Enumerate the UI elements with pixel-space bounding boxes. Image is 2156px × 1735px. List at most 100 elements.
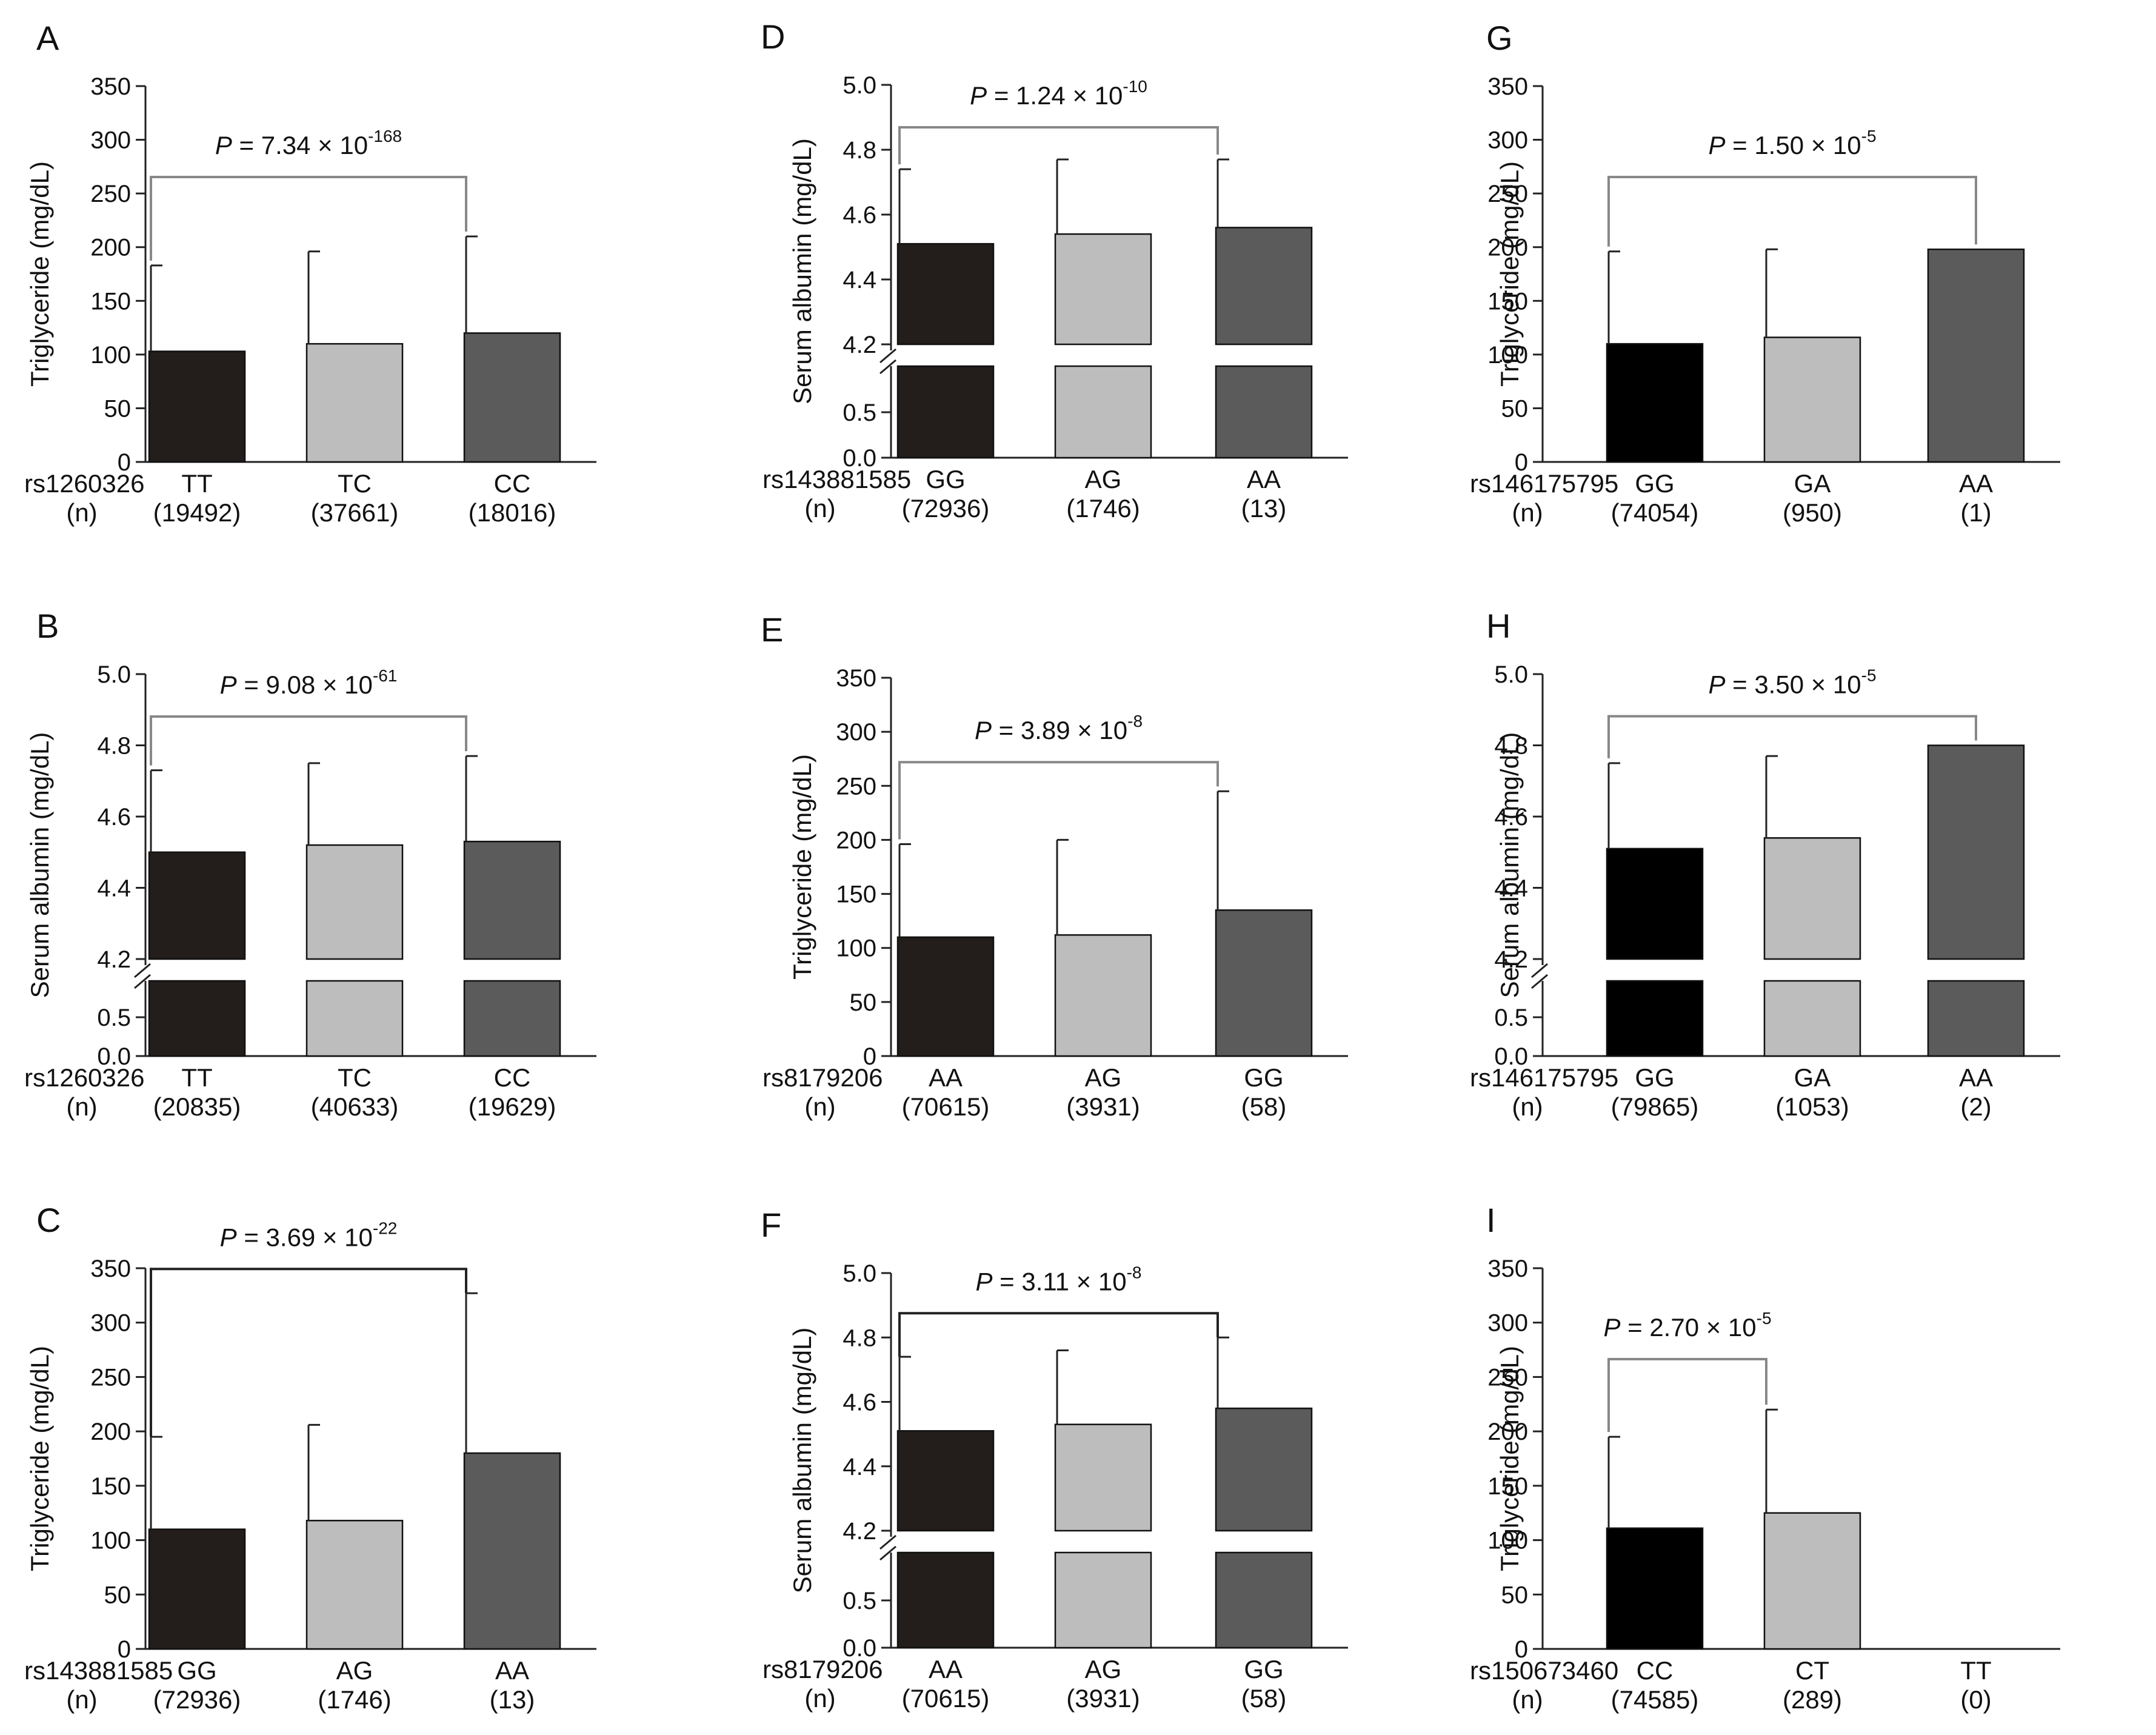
y-tick-label: 0.0 bbox=[843, 445, 876, 472]
sample-size-label: (37661) bbox=[311, 498, 399, 527]
bar-lower bbox=[305, 980, 404, 1057]
n-label: (n) bbox=[66, 1685, 97, 1714]
panel-letter: F bbox=[761, 1206, 781, 1244]
category-label: CC bbox=[494, 1063, 531, 1092]
axis-break-mark bbox=[134, 974, 151, 989]
y-tick-label: 350 bbox=[1487, 1255, 1528, 1282]
y-tick-label: 50 bbox=[1501, 395, 1529, 422]
y-tick-label: 5.0 bbox=[1494, 661, 1528, 688]
snp-label: rs146175795 bbox=[1470, 469, 1618, 498]
sample-size-label: (3931) bbox=[1066, 1684, 1140, 1713]
category-label: AG bbox=[1085, 465, 1122, 493]
panel-letter: B bbox=[36, 607, 59, 645]
y-tick-label: 50 bbox=[104, 1582, 132, 1608]
bar-upper bbox=[896, 242, 995, 346]
y-tick-label: 0 bbox=[1515, 449, 1528, 476]
axis-break-mark bbox=[879, 1534, 896, 1550]
category-label: GG bbox=[1635, 469, 1674, 498]
y-tick-label: 300 bbox=[1487, 1310, 1528, 1337]
n-label: (n) bbox=[804, 1092, 835, 1121]
y-axis-label: Triglyceride (mg/dL) bbox=[1495, 161, 1524, 387]
y-tick-label: 300 bbox=[1487, 127, 1528, 154]
y-tick-label: 300 bbox=[90, 1310, 131, 1337]
sample-size-label: (70615) bbox=[902, 1092, 990, 1121]
panel-letter: H bbox=[1486, 607, 1510, 645]
y-tick-label: 4.6 bbox=[1494, 804, 1528, 831]
snp-label: rs143881585 bbox=[24, 1656, 173, 1685]
axis-break-mark bbox=[1531, 963, 1548, 978]
bar-lower bbox=[148, 980, 246, 1057]
category-label: TT bbox=[1960, 1656, 1991, 1685]
n-label: (n) bbox=[1512, 498, 1543, 527]
bar-upper bbox=[148, 851, 246, 960]
sample-size-label: (13) bbox=[1241, 494, 1287, 523]
y-tick-label: 4.2 bbox=[843, 332, 876, 358]
y-tick-label: 350 bbox=[90, 73, 131, 100]
n-label: (n) bbox=[804, 494, 835, 523]
y-tick-label: 0 bbox=[118, 1636, 131, 1663]
n-label: (n) bbox=[1512, 1685, 1543, 1714]
y-tick-label: 100 bbox=[90, 1528, 131, 1554]
y-tick-label: 350 bbox=[1487, 73, 1528, 100]
snp-label: rs8179206 bbox=[763, 1063, 883, 1092]
y-axis-label: Triglyceride (mg/dL) bbox=[788, 754, 816, 980]
category-label: TC bbox=[338, 1063, 372, 1092]
n-label: (n) bbox=[66, 1092, 97, 1121]
y-tick-label: 250 bbox=[836, 773, 876, 800]
significance-bracket bbox=[150, 176, 467, 261]
y-tick-label: 100 bbox=[836, 935, 876, 962]
y-tick-label: 150 bbox=[1487, 288, 1528, 315]
y-tick-label: 100 bbox=[1487, 342, 1528, 369]
category-label: AA bbox=[1959, 469, 1993, 498]
n-label: (n) bbox=[66, 498, 97, 527]
bar-lower bbox=[896, 1551, 995, 1649]
bar-lower bbox=[463, 980, 561, 1057]
category-label: AA bbox=[1247, 465, 1281, 493]
y-tick-label: 200 bbox=[1487, 235, 1528, 261]
y-tick-label: 0.5 bbox=[1494, 1005, 1528, 1031]
bar-lower bbox=[1606, 980, 1704, 1057]
y-axis-label: Serum albumin (mg/dL) bbox=[25, 732, 54, 998]
sample-size-label: (72936) bbox=[902, 494, 990, 523]
sample-size-label: (19492) bbox=[153, 498, 241, 527]
panel-letter: I bbox=[1486, 1201, 1496, 1239]
panel-G: G Triglyceride (mg/dL) 0 50 100 150 200 250 300 3… bbox=[1470, 19, 2060, 527]
y-tick-label: 0.5 bbox=[97, 1005, 131, 1031]
snp-label: rs1260326 bbox=[24, 469, 145, 498]
sample-size-label: (2) bbox=[1960, 1092, 1991, 1121]
sample-size-label: (3931) bbox=[1066, 1092, 1140, 1121]
y-tick-label: 200 bbox=[90, 1419, 131, 1445]
bar bbox=[305, 1520, 404, 1650]
bar bbox=[896, 936, 995, 1057]
y-tick-label: 200 bbox=[1487, 1419, 1528, 1445]
bar-upper bbox=[1927, 744, 2025, 960]
category-label: CC bbox=[1637, 1656, 1674, 1685]
category-label: GA bbox=[1794, 1063, 1831, 1092]
y-tick-label: 200 bbox=[836, 827, 876, 854]
bar-lower bbox=[896, 365, 995, 459]
bar bbox=[463, 1452, 561, 1650]
panel-B: B Serum albumin (mg/dL) 4.2 4.4 4.6 4.8 5.0 0.0… bbox=[24, 607, 596, 1121]
y-axis-label: Serum albumin (mg/dL) bbox=[1495, 732, 1524, 998]
category-label: AA bbox=[495, 1656, 529, 1685]
y-tick-label: 0.0 bbox=[1494, 1043, 1528, 1070]
y-tick-label: 4.8 bbox=[97, 733, 131, 760]
sample-size-label: (72936) bbox=[153, 1685, 241, 1714]
bar-upper bbox=[1606, 847, 1704, 960]
y-tick-label: 250 bbox=[90, 181, 131, 207]
bar-upper bbox=[1763, 837, 1861, 960]
sample-size-label: (289) bbox=[1783, 1685, 1842, 1714]
bar-lower bbox=[1927, 980, 2025, 1057]
significance-bracket bbox=[898, 1312, 1219, 1357]
y-tick-label: 250 bbox=[1487, 181, 1528, 207]
y-tick-label: 100 bbox=[90, 342, 131, 369]
sample-size-label: (18016) bbox=[469, 498, 556, 527]
category-label: AG bbox=[1085, 1655, 1122, 1683]
significance-bracket bbox=[898, 761, 1219, 840]
category-label: GG bbox=[1244, 1655, 1283, 1683]
y-tick-label: 0.0 bbox=[97, 1043, 131, 1070]
n-label: (n) bbox=[1512, 1092, 1543, 1121]
y-tick-label: 150 bbox=[90, 1473, 131, 1500]
sample-size-label: (79865) bbox=[1611, 1092, 1699, 1121]
y-tick-label: 0.0 bbox=[843, 1635, 876, 1662]
